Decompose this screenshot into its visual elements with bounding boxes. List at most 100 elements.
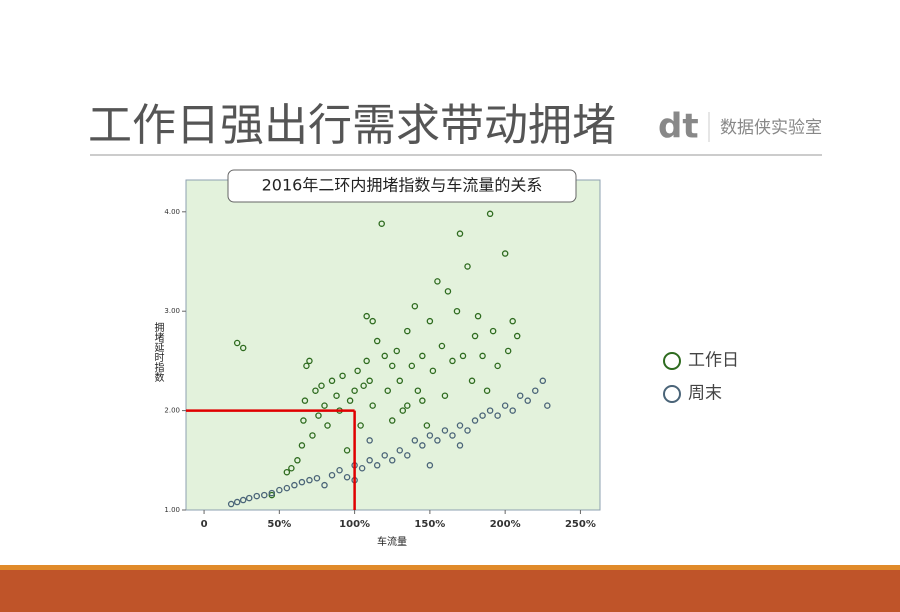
point	[419, 352, 426, 360]
point	[363, 357, 370, 365]
point	[396, 377, 404, 385]
point	[438, 342, 446, 350]
point	[373, 462, 381, 469]
point	[360, 382, 367, 390]
point	[486, 210, 494, 218]
point	[426, 317, 434, 325]
point	[363, 312, 370, 320]
point	[300, 417, 307, 424]
point	[414, 387, 422, 394]
point	[453, 307, 461, 315]
point	[298, 442, 306, 449]
brand: 数据侠实验室	[720, 118, 822, 138]
legend-label: 周末	[688, 384, 722, 404]
point	[291, 481, 298, 489]
legend-label: 工作日	[688, 351, 739, 371]
point	[532, 387, 539, 394]
point	[468, 377, 476, 385]
x-tick-label: 250%	[565, 519, 596, 530]
point	[351, 387, 358, 394]
point	[268, 489, 276, 497]
y-tick-label: 2.00	[164, 407, 180, 415]
plot	[182, 210, 581, 514]
point	[309, 432, 316, 439]
point	[318, 382, 325, 390]
point	[321, 402, 328, 409]
point	[396, 447, 404, 454]
point	[399, 407, 407, 414]
point	[288, 465, 295, 472]
point	[464, 263, 471, 270]
legend-marker	[663, 385, 681, 403]
point	[381, 452, 388, 459]
y-tick-label: 1.00	[164, 506, 180, 514]
point	[539, 377, 547, 385]
point	[419, 442, 426, 449]
point	[328, 377, 336, 385]
point	[471, 417, 479, 424]
point	[227, 500, 235, 508]
point	[423, 422, 431, 429]
point	[366, 457, 373, 464]
point	[239, 496, 247, 504]
x-tick-label: 50%	[267, 519, 291, 530]
point	[404, 327, 411, 335]
point	[366, 437, 373, 444]
point	[456, 230, 464, 237]
point	[444, 288, 452, 295]
x-tick-label: 150%	[414, 519, 445, 530]
point	[504, 347, 512, 355]
point	[459, 352, 467, 360]
point	[449, 432, 456, 439]
point	[464, 427, 471, 434]
point	[261, 491, 268, 499]
point	[294, 457, 301, 464]
point	[456, 442, 464, 449]
point	[333, 392, 340, 399]
point	[426, 462, 434, 469]
chart-title-box	[227, 169, 577, 203]
logo: dt	[658, 107, 699, 147]
point	[324, 422, 331, 429]
point	[388, 457, 396, 464]
point	[419, 397, 426, 404]
point	[358, 465, 366, 472]
point	[441, 392, 449, 399]
point	[404, 402, 411, 409]
plot-area	[185, 179, 601, 511]
point	[366, 377, 373, 385]
point	[441, 427, 449, 434]
point	[471, 332, 479, 340]
x-axis-label: 车流量	[377, 535, 407, 548]
point	[301, 397, 309, 404]
point	[253, 492, 261, 500]
point	[388, 362, 396, 370]
point	[321, 481, 328, 489]
point	[315, 412, 322, 419]
point	[501, 402, 509, 409]
point	[509, 317, 516, 325]
point	[489, 327, 497, 335]
point	[328, 471, 336, 479]
point	[501, 250, 509, 257]
point	[233, 339, 241, 347]
point	[494, 362, 501, 370]
point	[411, 437, 419, 444]
point	[494, 412, 501, 419]
x-tick-label: 100%	[339, 519, 370, 530]
point	[369, 402, 376, 409]
point	[245, 494, 253, 502]
point	[369, 317, 376, 325]
point	[449, 357, 456, 365]
point	[393, 347, 401, 355]
point	[357, 422, 364, 429]
point	[306, 476, 313, 484]
point	[456, 422, 464, 429]
point	[524, 397, 531, 404]
point	[276, 486, 283, 494]
point	[373, 337, 381, 345]
point	[513, 332, 521, 340]
y-tick-label: 3.00	[164, 307, 180, 315]
chart-title: 2016年二环内拥堵指数与车流量的关系	[262, 176, 543, 195]
